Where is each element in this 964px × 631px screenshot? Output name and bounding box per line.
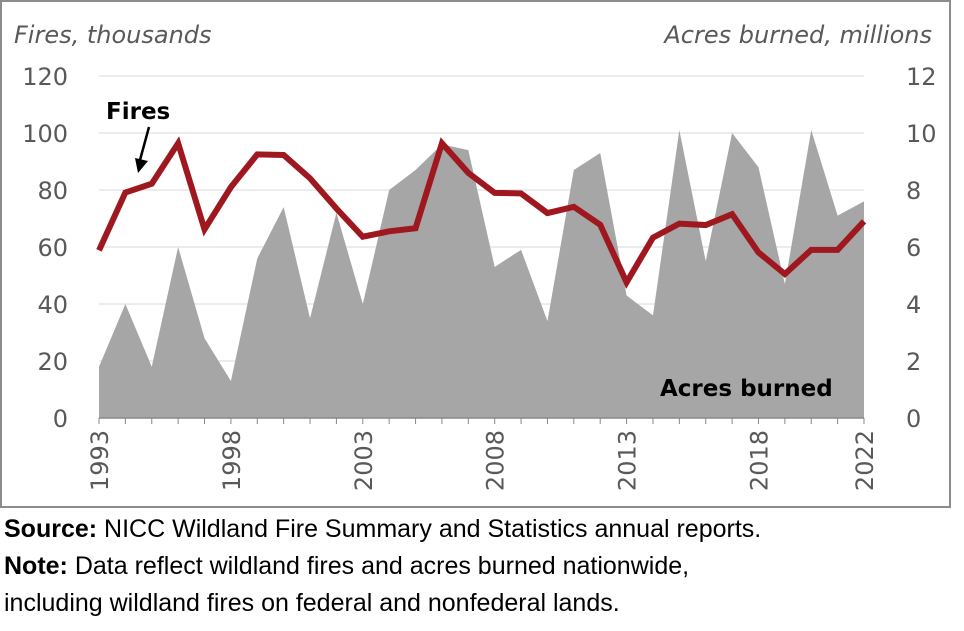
x-tick-label: 1998	[218, 430, 246, 491]
source-text: NICC Wildland Fire Summary and Statistic…	[104, 515, 762, 543]
fires-annotation-arrow	[135, 126, 151, 173]
y-left-tick-label: 120	[22, 63, 68, 91]
note-text-2: including wildland fires on federal and …	[4, 589, 620, 617]
source-line: Source: NICC Wildland Fire Summary and S…	[4, 511, 960, 548]
y-right-tick-label: 2	[906, 348, 921, 376]
note-text-1: Data reflect wildland fires and acres bu…	[74, 552, 690, 580]
y-right-tick-label: 6	[906, 234, 921, 262]
acres-burned-annotation-label: Acres burned	[660, 376, 833, 402]
tick-labels: 0 20 40 60 80 100 120 0 2 4 6 8 10 12 1993 1998 2003 2008…	[22, 63, 936, 491]
x-tick-label: 2018	[745, 430, 773, 491]
y-right-tick-label: 12	[906, 63, 937, 91]
y-left-tick-label: 60	[37, 234, 68, 262]
y-left-tick-label: 0	[53, 405, 68, 433]
x-tick-label: 2013	[614, 430, 642, 491]
y-right-axis-title: Acres burned, millions	[662, 21, 932, 49]
y-left-tick-label: 20	[37, 348, 68, 376]
y-right-tick-label: 8	[906, 177, 921, 205]
y-right-tick-label: 4	[906, 291, 921, 319]
y-left-axis-title: Fires, thousands	[14, 21, 212, 49]
fires-line	[96, 136, 867, 289]
x-tick-label: 2022	[851, 430, 879, 491]
note-line-2: including wildland fires on federal and …	[4, 585, 960, 622]
y-left-tick-label: 100	[22, 120, 68, 148]
acres-burned-area-layer	[99, 130, 864, 418]
chart-notes: Source: NICC Wildland Fire Summary and S…	[4, 511, 960, 622]
y-left-tick-label: 40	[37, 291, 68, 319]
note-label: Note:	[4, 552, 68, 580]
x-tick-label: 1993	[86, 430, 114, 491]
chart-svg: 0 20 40 60 80 100 120 0 2 4 6 8 10 12 1993 1998 2003 2008…	[14, 21, 937, 491]
x-tick-label: 2003	[350, 430, 378, 491]
source-label: Source:	[4, 515, 98, 543]
chart-frame: 0 20 40 60 80 100 120 0 2 4 6 8 10 12 1993 1998 2003 2008…	[0, 0, 951, 508]
y-right-tick-label: 0	[906, 405, 921, 433]
y-left-tick-label: 80	[37, 177, 68, 205]
x-tick-label: 2008	[482, 430, 510, 491]
fires-annotation-label: Fires	[106, 99, 170, 125]
fires-line-layer	[96, 136, 867, 289]
y-right-tick-label: 10	[906, 120, 937, 148]
acres-burned-area	[99, 130, 864, 418]
note-line-1: Note: Data reflect wildland fires and ac…	[4, 548, 960, 585]
